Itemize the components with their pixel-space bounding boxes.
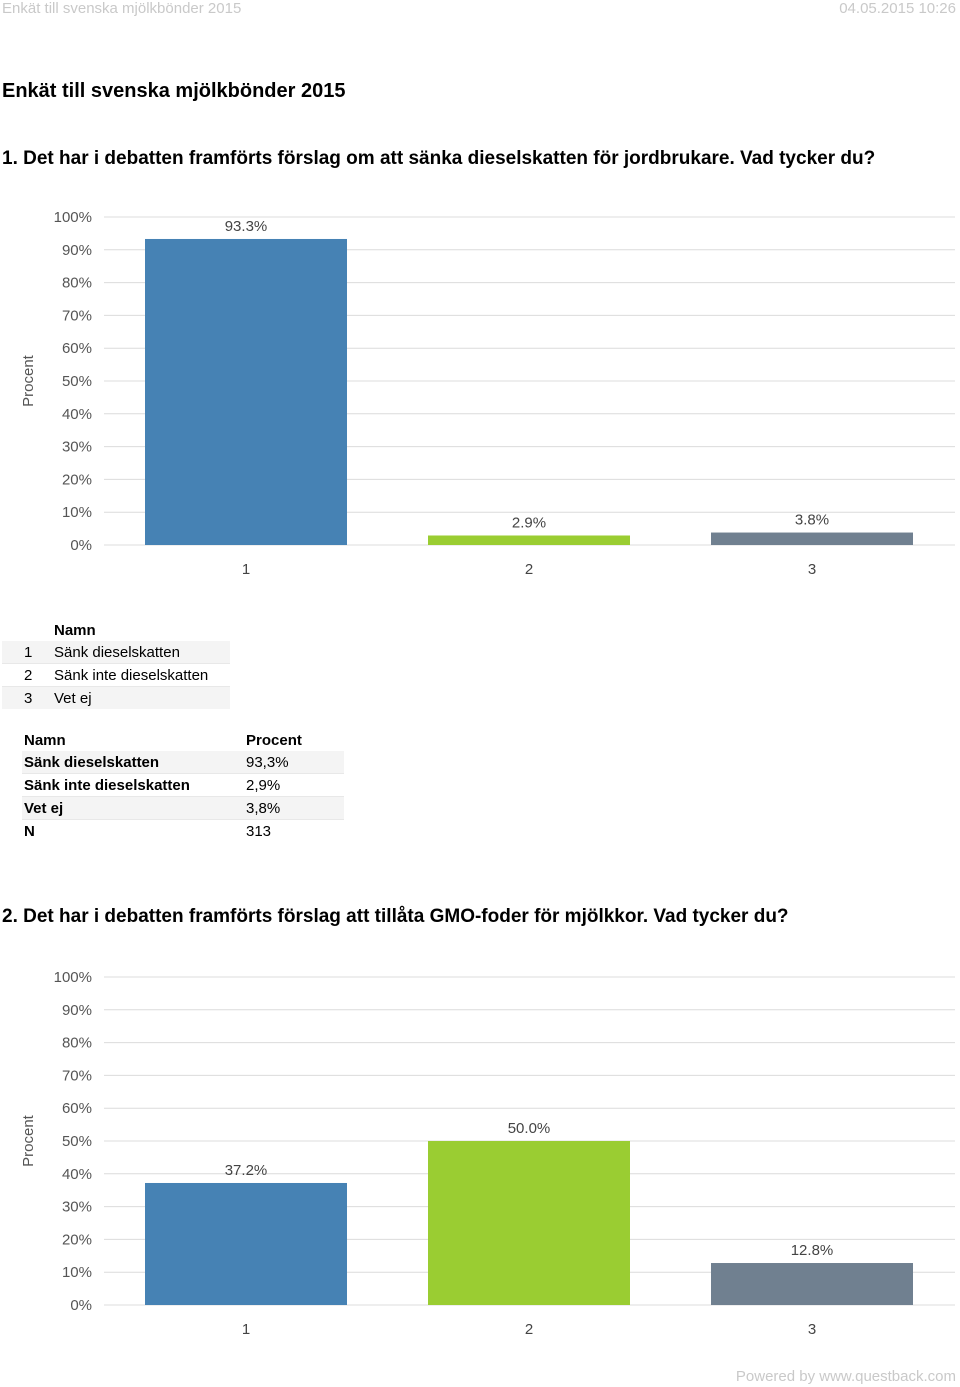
y-axis-label: Procent (20, 1114, 37, 1167)
bar (711, 1263, 913, 1305)
data-label: 3.8% (795, 512, 829, 529)
data-label: 37.2% (225, 1162, 268, 1179)
y-tick-label: 50% (62, 1133, 92, 1150)
data-label: 12.8% (791, 1242, 834, 1259)
results-header-percent: Procent (246, 731, 302, 749)
y-tick-label: 20% (62, 471, 92, 488)
y-tick-label: 20% (62, 1231, 92, 1248)
legend-header-num (2, 619, 54, 641)
legend-header-name: Namn (54, 621, 96, 639)
page-header-title: Enkät till svenska mjölkbönder 2015 (2, 0, 242, 17)
question-1-bar-chart: 0% 10% 20% 30% 40% 50% 60% 70% 80% 90% 100% Procent… (20, 209, 955, 578)
data-label: 50.0% (508, 1120, 551, 1137)
data-label: 2.9% (512, 514, 546, 531)
y-tick-label: 40% (62, 1166, 92, 1183)
bar (145, 1182, 347, 1305)
y-tick-label: 100% (54, 969, 92, 986)
x-tick-label: 2 (525, 561, 533, 578)
results-cell-percent: 3,8% (246, 796, 344, 820)
results-cell-name: N (24, 822, 35, 840)
y-tick-label: 90% (62, 242, 92, 259)
y-tick-label: 50% (62, 373, 92, 390)
x-tick-label: 3 (808, 561, 816, 578)
y-axis-label: Procent (20, 354, 37, 407)
results-cell-percent: 313 (246, 822, 272, 840)
legend-row: 1 Sänk dieselskatten (2, 641, 230, 664)
results-header-name: Namn (24, 731, 66, 749)
powered-by-footer: Powered by www.questback.com (735, 1368, 956, 1385)
results-row-total: N 313 (22, 820, 344, 843)
results-cell-name: Sänk dieselskatten (22, 751, 246, 774)
legend-row-num: 1 (2, 641, 54, 664)
results-row: Vet ej 3,8% (22, 796, 344, 820)
y-tick-label: 40% (62, 406, 92, 423)
question-1-results-table: Namn Procent Sänk dieselskatten 93,3% Sä… (22, 729, 344, 842)
legend-row-name: Sänk dieselskatten (54, 641, 230, 664)
results-row: Sänk dieselskatten 93,3% (22, 751, 344, 774)
question-2-title: 2. Det har i debatten framförts förslag … (2, 906, 789, 927)
legend-row-name: Vet ej (54, 686, 230, 709)
y-tick-label: 70% (62, 307, 92, 324)
y-tick-label: 30% (62, 439, 92, 456)
y-tick-label: 90% (62, 1002, 92, 1019)
question-1-legend-table: Namn 1 Sänk dieselskatten 2 Sänk inte di… (2, 619, 230, 709)
x-tick-label: 3 (808, 1321, 816, 1338)
results-cell-name: Vet ej (22, 796, 246, 820)
y-tick-label: 100% (54, 209, 92, 226)
y-tick-label: 60% (62, 1100, 92, 1117)
y-tick-label: 0% (70, 537, 92, 554)
results-cell-percent: 93,3% (246, 751, 344, 774)
y-tick-label: 0% (70, 1297, 92, 1314)
legend-row-num: 3 (2, 686, 54, 709)
results-cell-name: Sänk inte dieselskatten (22, 773, 246, 797)
results-cell-percent: 2,9% (246, 773, 344, 797)
y-tick-label: 70% (62, 1067, 92, 1084)
y-tick-label: 10% (62, 1264, 92, 1281)
y-tick-label: 30% (62, 1199, 92, 1216)
bar (428, 1141, 630, 1305)
legend-row-num: 2 (2, 663, 54, 687)
x-tick-label: 2 (525, 1321, 533, 1338)
x-tick-label: 1 (242, 1321, 250, 1338)
y-tick-label: 60% (62, 340, 92, 357)
y-tick-label: 10% (62, 504, 92, 521)
legend-row-name: Sänk inte dieselskatten (54, 663, 230, 687)
page-header-timestamp: 04.05.2015 10:26 (839, 0, 956, 17)
bar (711, 532, 913, 545)
question-2-bar-chart: 0% 10% 20% 30% 40% 50% 60% 70% 80% 90% 100% Procent… (20, 969, 955, 1338)
y-tick-label: 80% (62, 275, 92, 292)
legend-row: 2 Sänk inte dieselskatten (2, 663, 230, 687)
data-label: 93.3% (225, 218, 268, 235)
survey-title: Enkät till svenska mjölkbönder 2015 (2, 80, 346, 102)
legend-header-row: Namn (2, 619, 230, 641)
y-tick-label: 80% (62, 1035, 92, 1052)
x-tick-label: 1 (242, 561, 250, 578)
bar (145, 238, 347, 545)
legend-row: 3 Vet ej (2, 686, 230, 709)
results-row: Sänk inte dieselskatten 2,9% (22, 773, 344, 797)
results-header-row: Namn Procent (22, 729, 344, 751)
bar (428, 535, 630, 545)
question-1-title: 1. Det har i debatten framförts förslag … (2, 148, 876, 169)
